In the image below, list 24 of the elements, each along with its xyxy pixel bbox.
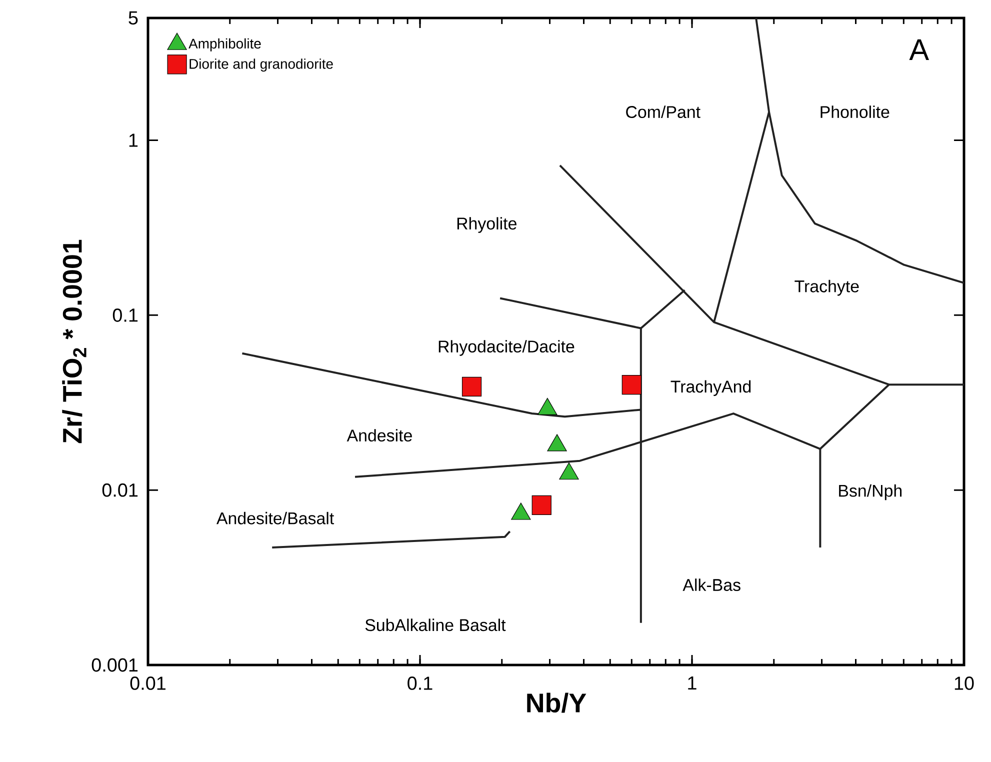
legend-label: Diorite and granodiorite	[190, 58, 333, 72]
annotation: Andesite	[346, 429, 412, 442]
legend-label: Amphibolite	[188, 38, 261, 52]
y-tick-label: 0.01	[102, 483, 138, 497]
y-tick-label: 5	[128, 11, 138, 25]
x-tick-label: 10	[954, 676, 974, 690]
x-axis-title: Nb/Y	[527, 692, 586, 713]
annotation: Trachyte	[794, 280, 859, 296]
annotation: Rhyolite	[457, 217, 516, 233]
y-tick-label: 0.1	[112, 308, 138, 322]
annotation: Phonolite	[820, 106, 890, 118]
x-tick-label: 0.1	[408, 676, 432, 690]
annotation: A	[909, 39, 930, 60]
annotation: SubAlkaline Basalt	[365, 618, 506, 632]
annotation: Rhyodacite/Dacite	[438, 340, 574, 356]
x-tick-label: 1	[688, 676, 696, 690]
annotation: TrachyAnd	[670, 380, 751, 396]
y-tick-label: 0.001	[92, 658, 138, 672]
annotation: Com/Pant	[626, 106, 700, 118]
annotation: Alk-Bas	[682, 578, 740, 592]
annotation: Andesite/Basalt	[216, 512, 334, 524]
y-tick-label: 1	[129, 134, 138, 147]
annotation: Bsn/Nph	[839, 484, 902, 500]
y-axis-title: Zr/ TiO$_{2}$ * 0.0001	[62, 240, 86, 444]
